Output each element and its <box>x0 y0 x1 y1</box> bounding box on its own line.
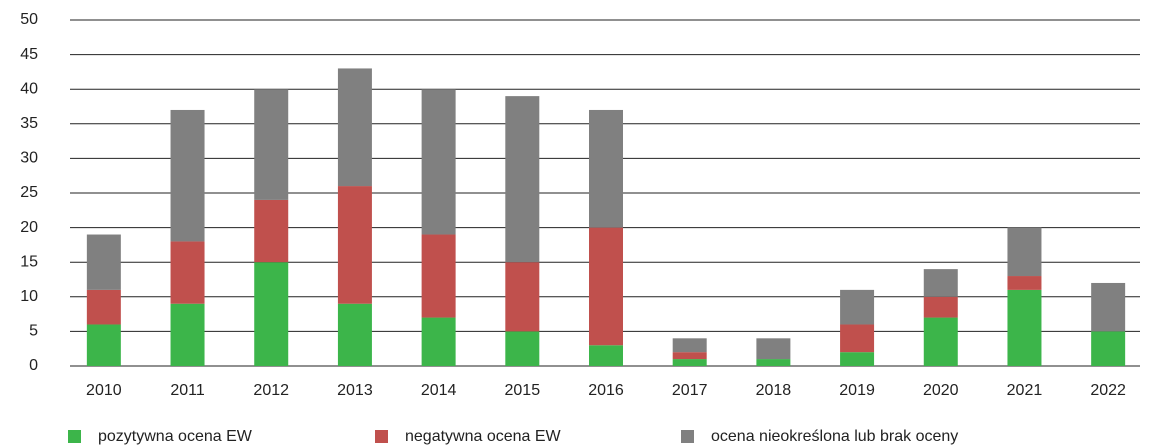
bar-segment <box>1007 276 1042 290</box>
bar-segment <box>505 96 540 263</box>
legend-label: pozytywna ocena EW <box>98 428 253 445</box>
bar-segment <box>254 199 289 263</box>
bar-segment <box>337 186 372 304</box>
x-tick-label: 2016 <box>588 382 624 399</box>
legend-label: ocena nieokreślona lub brak oceny <box>711 428 958 445</box>
y-tick-label: 30 <box>20 150 38 167</box>
legend-label: negatywna ocena EW <box>405 428 562 445</box>
bar-segment <box>589 345 623 366</box>
y-tick-label: 5 <box>29 323 38 340</box>
y-tick-label: 0 <box>29 357 38 374</box>
bar-segment <box>923 269 958 297</box>
bar-segment <box>421 317 456 366</box>
x-tick-label: 2022 <box>1090 382 1126 399</box>
x-tick-label: 2013 <box>337 382 373 399</box>
y-tick-label: 45 <box>20 46 38 63</box>
bar-segment <box>1091 282 1126 332</box>
legend-swatch <box>68 430 81 443</box>
bar-segment <box>337 303 372 366</box>
bar-segment <box>86 289 121 325</box>
bar-segment <box>672 352 707 360</box>
bar-segment <box>672 338 707 353</box>
bar-segment <box>86 234 121 290</box>
bar-segment <box>840 289 875 325</box>
bar-segment <box>589 227 623 346</box>
x-tick-label: 2015 <box>505 382 541 399</box>
bar-segment <box>840 324 875 353</box>
bar-segment <box>840 352 875 366</box>
x-tick-label: 2017 <box>672 382 708 399</box>
bar-segment <box>923 317 958 366</box>
x-tick-label: 2021 <box>1007 382 1043 399</box>
legend-swatch <box>375 430 388 443</box>
bar-segment <box>421 234 456 318</box>
y-tick-label: 35 <box>20 115 38 132</box>
bar-segment <box>1007 289 1042 366</box>
y-tick-label: 40 <box>20 80 38 97</box>
bar-segment <box>421 89 456 235</box>
bar-segment <box>254 89 289 200</box>
bar-segment <box>337 68 372 187</box>
y-tick-label: 15 <box>20 253 38 270</box>
bar-segment <box>505 331 540 366</box>
x-tick-label: 2011 <box>170 382 205 399</box>
y-tick-label: 50 <box>20 11 38 28</box>
bar-segment <box>170 303 205 366</box>
bar-segment <box>923 296 958 318</box>
bar-segment <box>756 359 791 366</box>
x-tick-label: 2012 <box>253 382 289 399</box>
bar-segment <box>756 338 791 360</box>
bar-segment <box>505 262 540 332</box>
y-tick-label: 25 <box>20 184 38 201</box>
y-tick-label: 20 <box>20 219 38 236</box>
bar-segment <box>589 109 623 228</box>
bar-segment <box>1091 331 1126 366</box>
x-tick-label: 2010 <box>86 382 122 399</box>
bar-segment <box>170 109 205 242</box>
legend-swatch <box>681 430 694 443</box>
bar-segment <box>86 324 121 366</box>
y-tick-label: 10 <box>20 288 38 305</box>
x-tick-label: 2014 <box>421 382 457 399</box>
bar-segment <box>672 359 707 366</box>
x-tick-label: 2019 <box>839 382 875 399</box>
bar-segment <box>1007 227 1042 277</box>
x-tick-label: 2020 <box>923 382 959 399</box>
x-tick-label: 2018 <box>756 382 792 399</box>
bar-segment <box>254 262 289 366</box>
bar-segment <box>170 241 205 304</box>
